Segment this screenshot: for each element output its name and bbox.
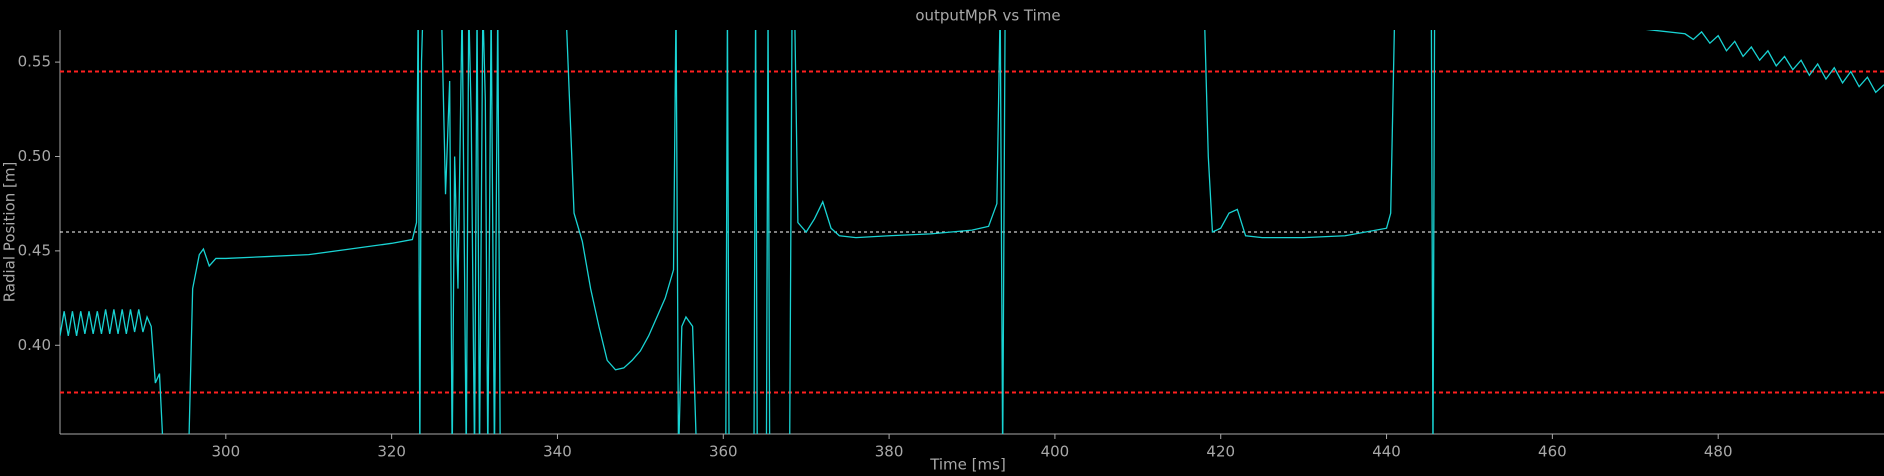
chart-title: outputMpR vs Time: [915, 7, 1060, 25]
x-tick-label: 320: [377, 443, 406, 461]
x-tick-label: 420: [1206, 443, 1235, 461]
x-tick-label: 440: [1372, 443, 1401, 461]
y-tick-label: 0.40: [18, 336, 51, 354]
x-tick-label: 380: [875, 443, 904, 461]
x-tick-label: 300: [211, 443, 240, 461]
y-axis-label: Radial Position [m]: [1, 162, 19, 303]
x-tick-label: 480: [1704, 443, 1733, 461]
data-line: [60, 30, 1884, 434]
y-tick-label: 0.50: [18, 147, 51, 165]
x-tick-label: 460: [1538, 443, 1567, 461]
x-tick-label: 360: [709, 443, 738, 461]
plot-area: [60, 30, 1884, 434]
x-tick-label: 400: [1041, 443, 1070, 461]
x-tick-label: 340: [543, 443, 572, 461]
y-tick-label: 0.55: [18, 53, 51, 71]
x-axis-label: Time [ms]: [929, 456, 1006, 474]
y-tick-label: 0.45: [18, 241, 51, 259]
